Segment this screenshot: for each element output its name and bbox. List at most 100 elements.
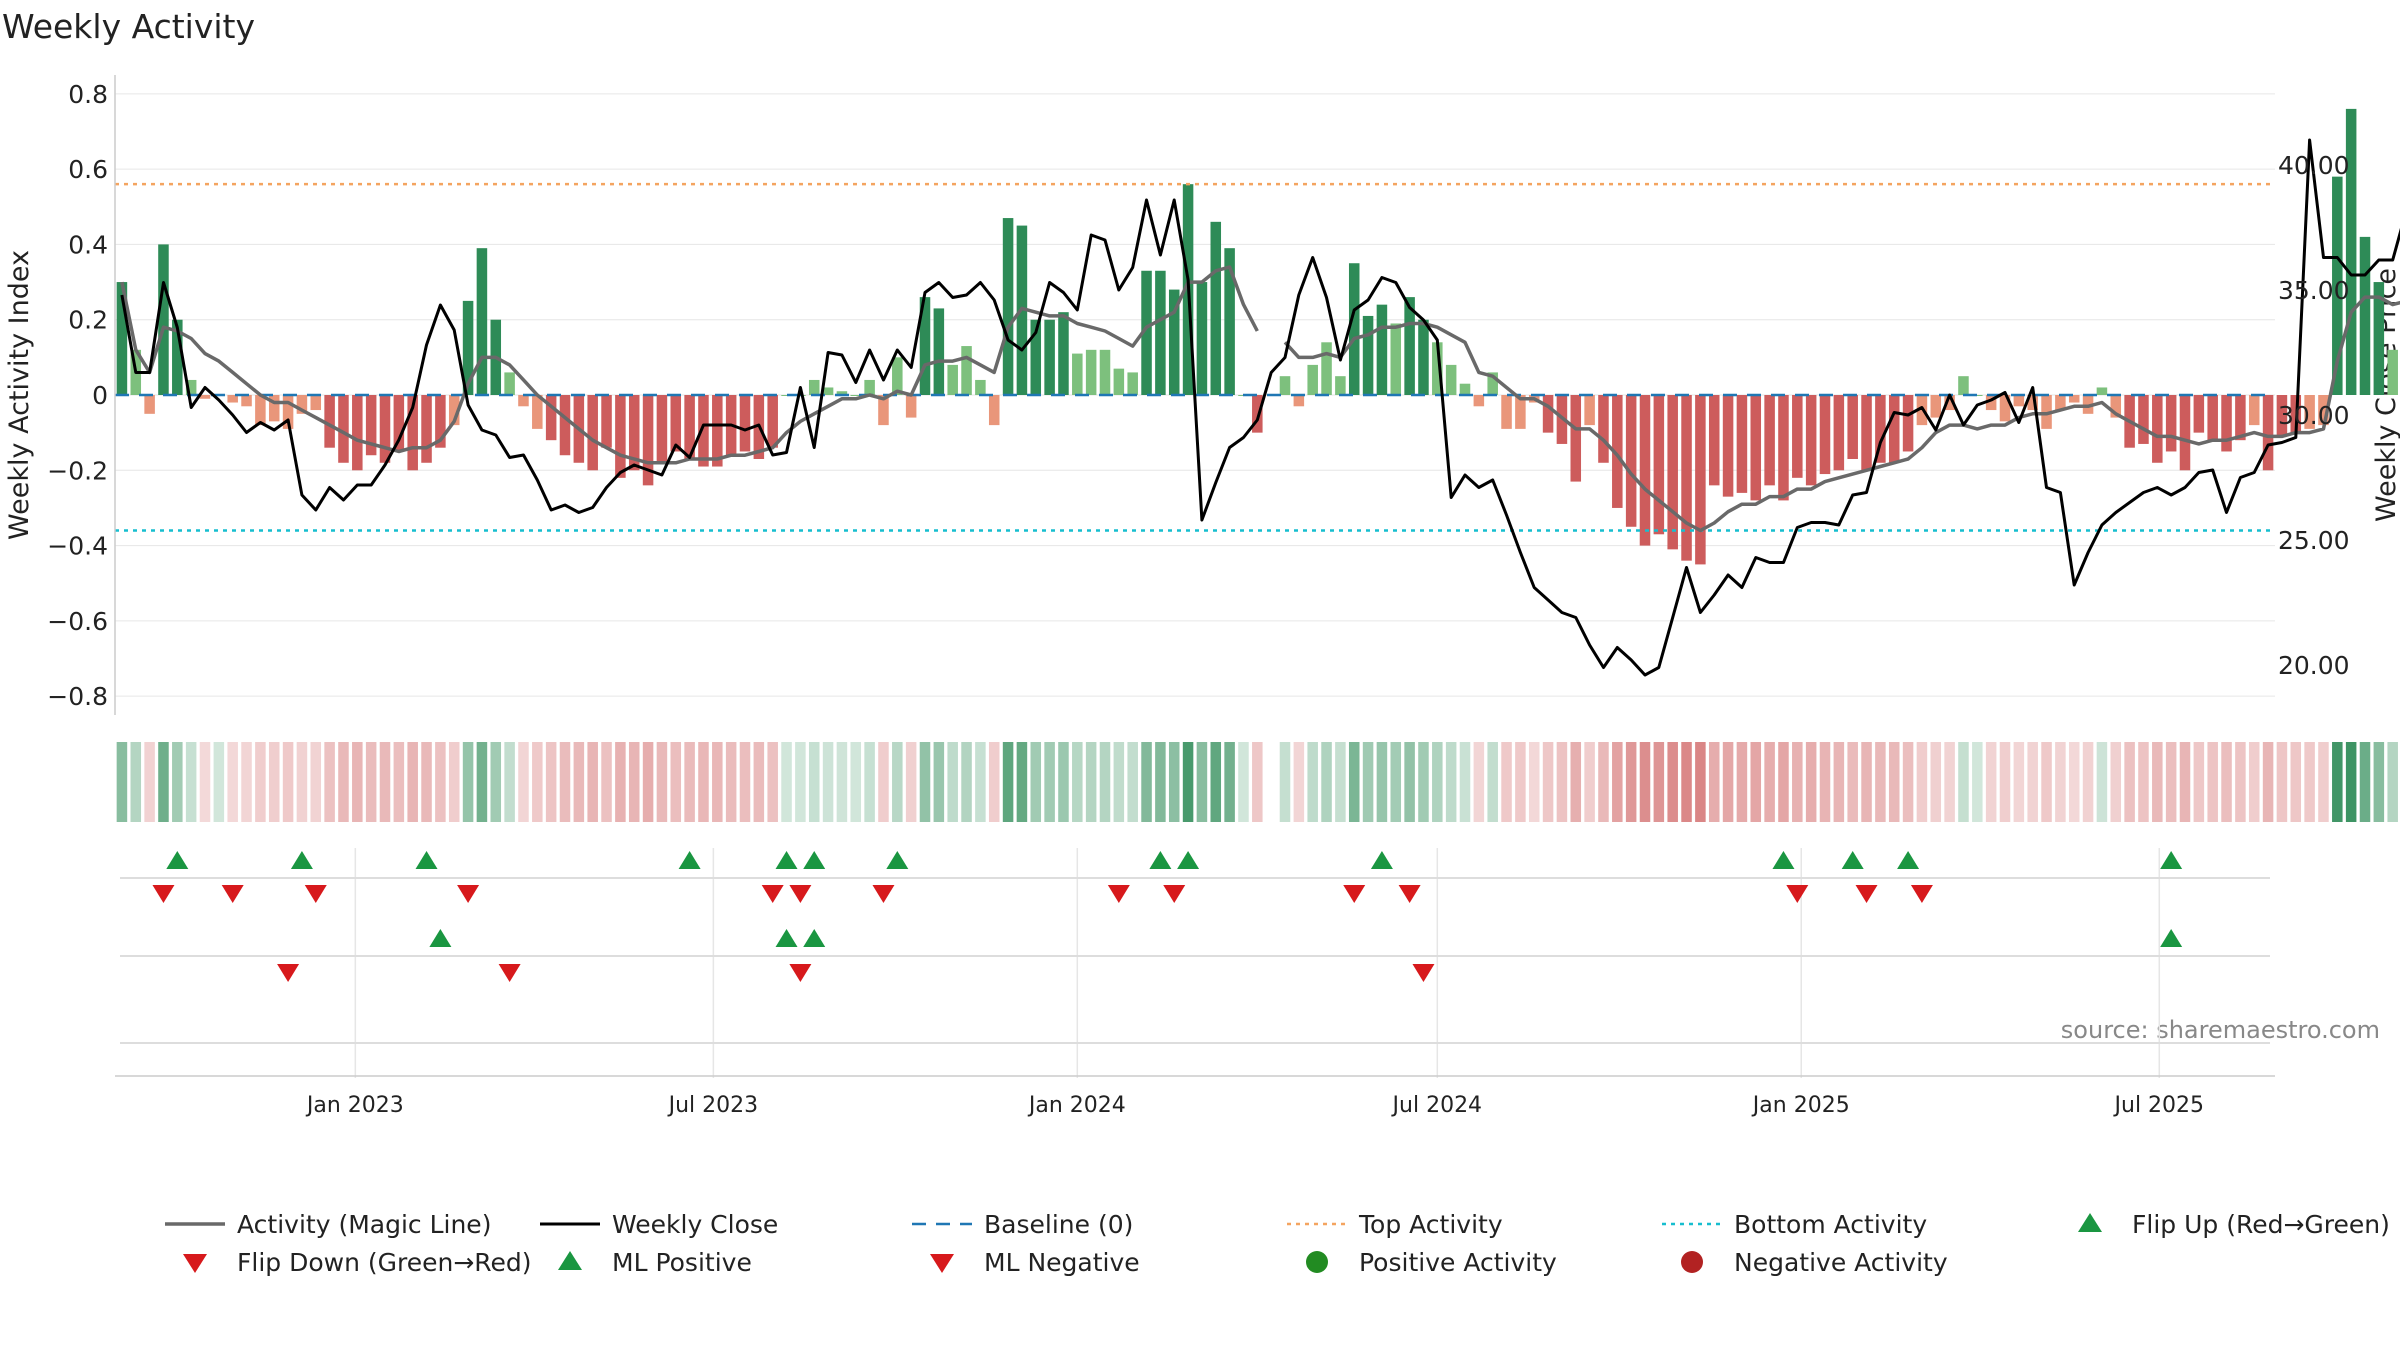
heat-cell <box>1556 742 1568 822</box>
heat-cell <box>698 742 709 822</box>
heat-cell <box>421 742 432 822</box>
heat-cell <box>282 742 294 822</box>
activity-bar <box>905 395 917 418</box>
activity-bar <box>1653 395 1665 535</box>
heat-cell <box>2082 742 2094 822</box>
heat-cell <box>1999 742 2011 822</box>
activity-bar <box>1722 395 1734 497</box>
activity-bar <box>2235 395 2246 441</box>
heat-cell <box>1085 742 1097 822</box>
heat-cell <box>808 742 820 822</box>
heat-cell <box>1930 742 1942 822</box>
heat-cell <box>1293 742 1305 822</box>
activity-bar <box>2304 395 2315 429</box>
y2-tick-label: 25.00 <box>2278 526 2350 555</box>
flip-up-marker <box>678 851 701 869</box>
activity-bar <box>545 395 557 441</box>
heat-cell <box>1875 742 1886 822</box>
legend-item: Flip Up (Red→Green) <box>2078 1210 2390 1239</box>
flip-up-marker <box>775 851 798 869</box>
heat-cell <box>1113 742 1125 822</box>
activity-bar <box>2138 395 2149 444</box>
heat-cell <box>2359 742 2371 822</box>
heat-cell <box>975 742 986 822</box>
heat-cell <box>2041 742 2052 822</box>
heat-cell <box>1321 742 1332 822</box>
activity-bar <box>1570 395 1582 482</box>
activity-bar <box>1625 395 1637 527</box>
activity-bar <box>1072 353 1083 395</box>
heat-cell <box>1182 742 1194 822</box>
ml-positive-marker <box>429 929 452 947</box>
activity-bar <box>1515 395 1526 429</box>
series-lines <box>120 138 2400 677</box>
activity-bar <box>1598 395 1609 463</box>
activity-bar <box>421 395 432 463</box>
legend-item: Weekly Close <box>540 1210 778 1239</box>
activity-bar <box>1805 395 1817 486</box>
activity-bar <box>158 244 169 395</box>
y-tick-label: 0.2 <box>68 306 108 335</box>
activity-bar <box>2221 395 2232 452</box>
activity-bar <box>767 395 778 448</box>
ml-positive-marker <box>2160 929 2183 947</box>
heat-cell <box>2387 742 2398 822</box>
y2-tick-label: 30.00 <box>2278 401 2350 430</box>
heat-cell <box>1196 742 1208 822</box>
activity-bar <box>1612 395 1623 508</box>
activity-bar <box>518 395 529 407</box>
heat-cell <box>504 742 515 822</box>
heat-cell <box>448 742 460 822</box>
activity-bar <box>393 395 405 452</box>
heat-cell <box>1570 742 1582 822</box>
activity-bar <box>1888 395 1900 463</box>
activity-bar <box>1542 395 1554 433</box>
heat-cell <box>1307 742 1318 822</box>
x-tick-label: Jul 2024 <box>1391 1093 1483 1118</box>
heat-cell <box>1348 742 1360 822</box>
heat-cell <box>1279 742 1291 822</box>
y-tick-label: −0.2 <box>47 456 108 485</box>
legend-swatch <box>2078 1213 2102 1232</box>
activity-bar <box>2179 395 2191 471</box>
heat-cell <box>1542 742 1554 822</box>
heat-cell <box>739 742 751 822</box>
heat-cell <box>545 742 557 822</box>
flip-down-marker <box>457 885 480 903</box>
activity-bar <box>670 395 682 452</box>
activity-bar <box>836 391 848 395</box>
heat-cell <box>1667 742 1678 822</box>
activity-bar <box>2262 395 2274 471</box>
activity-bar <box>144 395 155 414</box>
activity-bar <box>1736 395 1748 493</box>
activity-bar <box>255 395 266 426</box>
activity-bar <box>296 395 308 414</box>
heat-cell <box>1778 742 1789 822</box>
legend-label: Positive Activity <box>1359 1248 1557 1277</box>
legend-item: Bottom Activity <box>1662 1210 1927 1239</box>
activity-bar <box>1321 342 1332 395</box>
heat-cell <box>435 742 446 822</box>
heat-cell <box>642 742 654 822</box>
legend-label: Baseline (0) <box>984 1210 1133 1239</box>
heat-cell <box>850 742 862 822</box>
heat-cell <box>2248 742 2260 822</box>
activity-bar <box>781 395 792 396</box>
heat-cell <box>116 742 128 822</box>
heat-cell <box>795 742 806 822</box>
activity-bar <box>1764 395 1775 486</box>
heat-cell <box>213 742 225 822</box>
heat-cell <box>1944 742 1955 822</box>
heat-cell <box>2165 742 2177 822</box>
legend-label: ML Negative <box>984 1248 1140 1277</box>
flip-up-marker <box>1897 851 1920 869</box>
heat-cell <box>324 742 335 822</box>
heat-cell <box>199 742 211 822</box>
activity-bar <box>1833 395 1845 471</box>
heat-cell <box>1612 742 1623 822</box>
y2-tick-label: 35.00 <box>2278 276 2350 305</box>
activity-bar <box>712 395 723 467</box>
heat-cell <box>158 742 169 822</box>
legend-item: Activity (Magic Line) <box>165 1210 491 1239</box>
activity-bar <box>435 395 446 448</box>
